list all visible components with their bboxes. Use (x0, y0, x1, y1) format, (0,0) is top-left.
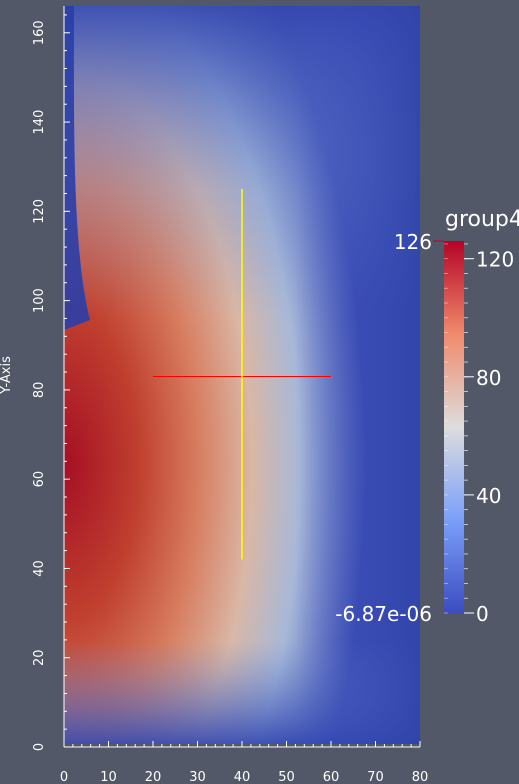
y-tick-label: 80 (32, 382, 47, 399)
colorbar-gradient (444, 241, 464, 613)
colorbar-tick-label: 80 (476, 366, 501, 390)
y-tick-label: 60 (32, 471, 47, 488)
colorbar-ticks: 120 80 40 0 (433, 240, 514, 626)
x-tick-label: 60 (323, 770, 340, 784)
x-tick-label: 20 (145, 770, 162, 784)
y-tick-label: 160 (32, 20, 47, 45)
x-tick-label: 10 (100, 770, 117, 784)
x-tick-label: 30 (189, 770, 206, 784)
x-tick-label: 50 (278, 770, 295, 784)
colorbar-max-label: 126 (394, 230, 432, 254)
colorbar-title: group4 (445, 207, 519, 232)
y-tick-label: 100 (32, 288, 47, 313)
x-tick-label: 40 (234, 770, 251, 784)
colorbar: 120 80 40 0 group4 126 -6.87e-06 (335, 207, 519, 626)
colorbar-tick-label: 0 (476, 602, 489, 626)
x-tick-label: 70 (367, 770, 384, 784)
y-tick-label: 0 (32, 743, 47, 751)
colorbar-tick-label: 40 (476, 484, 501, 508)
y-tick-label: 140 (32, 110, 47, 135)
axes: 0 10 20 30 40 50 60 70 80 0 20 40 60 80 100 120 140 160 (32, 6, 428, 784)
y-axis-label: Y-Axis (0, 356, 14, 395)
y-tick-label: 40 (32, 560, 47, 577)
colorbar-min-label: -6.87e-06 (335, 602, 432, 626)
x-tick-label: 80 (412, 770, 429, 784)
x-tick-label: 0 (60, 770, 68, 784)
colorbar-tick-label: 120 (476, 248, 514, 272)
y-tick-label: 20 (32, 649, 47, 666)
y-tick-label: 120 (32, 199, 47, 224)
